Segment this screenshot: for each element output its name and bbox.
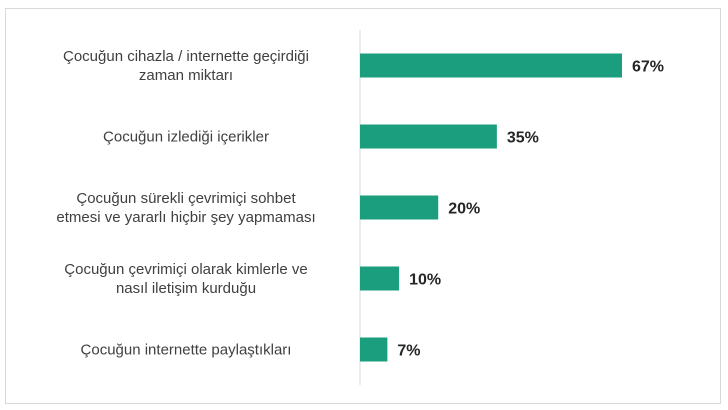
- category-label-3-line-1: nasıl iletişim kurduğu: [116, 280, 256, 297]
- category-label-1-line-0: Çocuğun izlediği içerikler: [103, 129, 269, 146]
- category-label-4-line-0: Çocuğun internette paylaştıkları: [81, 342, 292, 359]
- category-label-3: Çocuğun çevrimiçi olarak kimlerle ve nası…: [64, 261, 307, 297]
- category-label-2-line-0: Çocuğun sürekli çevrimiçi sohbet: [76, 190, 296, 207]
- value-label-1: 35%: [507, 130, 539, 147]
- category-label-0-line-1: zaman miktarı: [139, 67, 233, 84]
- bar-2: [360, 195, 439, 220]
- bar-4: [360, 337, 388, 362]
- category-label-3-line-0: Çocuğun çevrimiçi olarak kimlerle ve: [64, 261, 307, 278]
- value-label-0: 67%: [632, 59, 664, 76]
- category-label-0: Çocuğun cihazla / internette geçirdiği za…: [63, 48, 309, 84]
- category-label-1: Çocuğun izlediği içerikler: [103, 129, 269, 146]
- category-label-2: Çocuğun sürekli çevrimiçi sohbet etmesi v…: [56, 190, 315, 226]
- value-label-3: 10%: [409, 272, 441, 289]
- category-label-0-line-0: Çocuğun cihazla / internette geçirdiği: [63, 48, 309, 65]
- bar-1: [360, 124, 497, 149]
- category-label-4: Çocuğun internette paylaştıkları: [81, 342, 292, 359]
- bar-3: [360, 266, 400, 291]
- category-label-2-line-1: etmesi ve yararlı hiçbir şey yapmaması: [56, 209, 315, 226]
- value-label-2: 20%: [448, 201, 480, 218]
- bar-0: [360, 53, 622, 78]
- value-label-4: 7%: [397, 343, 420, 360]
